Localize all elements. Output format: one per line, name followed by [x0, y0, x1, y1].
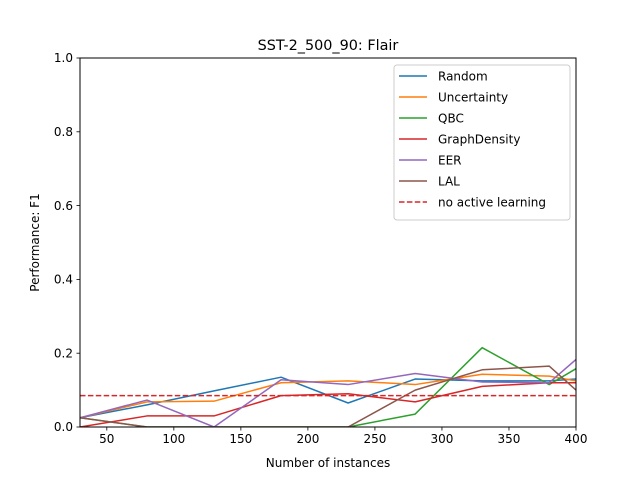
y-axis: 0.0 0.2 0.4 0.6 0.8 1.0	[54, 51, 80, 434]
y-axis-label: Performance: F1	[28, 193, 42, 291]
y-tick-label: 0.2	[54, 346, 73, 360]
legend-label: no active learning	[438, 195, 546, 209]
legend-label: Random	[438, 69, 488, 83]
x-tick-label: 100	[162, 432, 185, 446]
y-tick-label: 0.0	[54, 420, 73, 434]
legend-label: Uncertainty	[438, 90, 508, 104]
plot-frame	[79, 57, 577, 428]
series-line-1	[80, 373, 576, 419]
x-tick-label: 300	[430, 432, 453, 446]
series-line-5	[80, 365, 576, 427]
series-line-4	[80, 358, 576, 427]
series-layer	[80, 346, 576, 427]
series-line-2	[80, 346, 576, 427]
series-line-3	[80, 381, 576, 427]
x-axis: 50 100 150 200 250 300 350 400	[99, 427, 587, 446]
y-tick-label: 0.4	[54, 273, 73, 287]
x-tick-label: 350	[498, 432, 521, 446]
legend-label: EER	[438, 153, 462, 167]
legend-label: LAL	[438, 174, 460, 188]
legend: Random Uncertainty QBC GraphDensity EER LAL no…	[393, 64, 571, 221]
legend-label: GraphDensity	[438, 132, 520, 146]
y-tick-label: 0.6	[54, 199, 73, 213]
x-tick-label: 200	[296, 432, 319, 446]
legend-box	[393, 64, 571, 221]
x-tick-label: 150	[229, 432, 252, 446]
x-tick-label: 400	[565, 432, 588, 446]
x-tick-label: 50	[99, 432, 114, 446]
x-tick-label: 250	[363, 432, 386, 446]
y-tick-label: 0.8	[54, 125, 73, 139]
x-axis-label: Number of instances	[266, 456, 391, 470]
series-line-0	[80, 376, 576, 419]
chart-title: SST-2_500_90: Flair	[258, 38, 399, 54]
y-tick-label: 1.0	[54, 51, 73, 65]
legend-label: QBC	[438, 111, 464, 125]
